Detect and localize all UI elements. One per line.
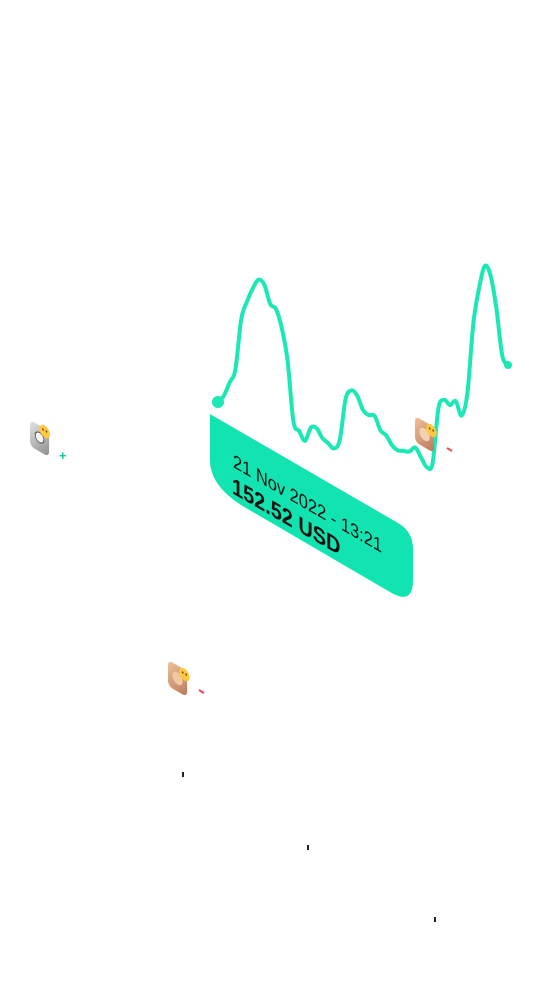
price-line-layer — [212, 263, 512, 472]
emoji-badge — [39, 424, 50, 439]
end-point-marker — [504, 361, 512, 369]
change-plus-icon: + — [59, 448, 67, 463]
emoji-eye — [42, 428, 44, 431]
emoji-eye — [45, 430, 48, 433]
emoji-eye — [432, 429, 435, 432]
emoji-badge — [179, 667, 190, 682]
emoji-eye — [428, 427, 431, 430]
selected-point-marker[interactable] — [212, 396, 224, 408]
axis-tick-mark — [182, 772, 184, 777]
change-minus-icon — [198, 689, 205, 694]
axis-tick-mark — [307, 845, 309, 850]
emoji-eye — [185, 673, 188, 676]
price-series-line — [216, 263, 510, 472]
emoji-badge — [426, 423, 437, 438]
avatar-face-detail — [34, 431, 45, 444]
change-minus-icon — [446, 447, 453, 452]
axis-tick-mark — [434, 917, 436, 922]
avatar-group-chart[interactable] — [415, 415, 453, 455]
avatar-group-lower[interactable] — [168, 659, 205, 699]
emoji-eye — [181, 671, 184, 674]
tooltip-background — [210, 414, 414, 597]
avatar-group-left[interactable]: + — [30, 417, 67, 463]
price-tooltip: 21 Nov 2022 - 13:21 152.52 USD — [210, 414, 414, 597]
